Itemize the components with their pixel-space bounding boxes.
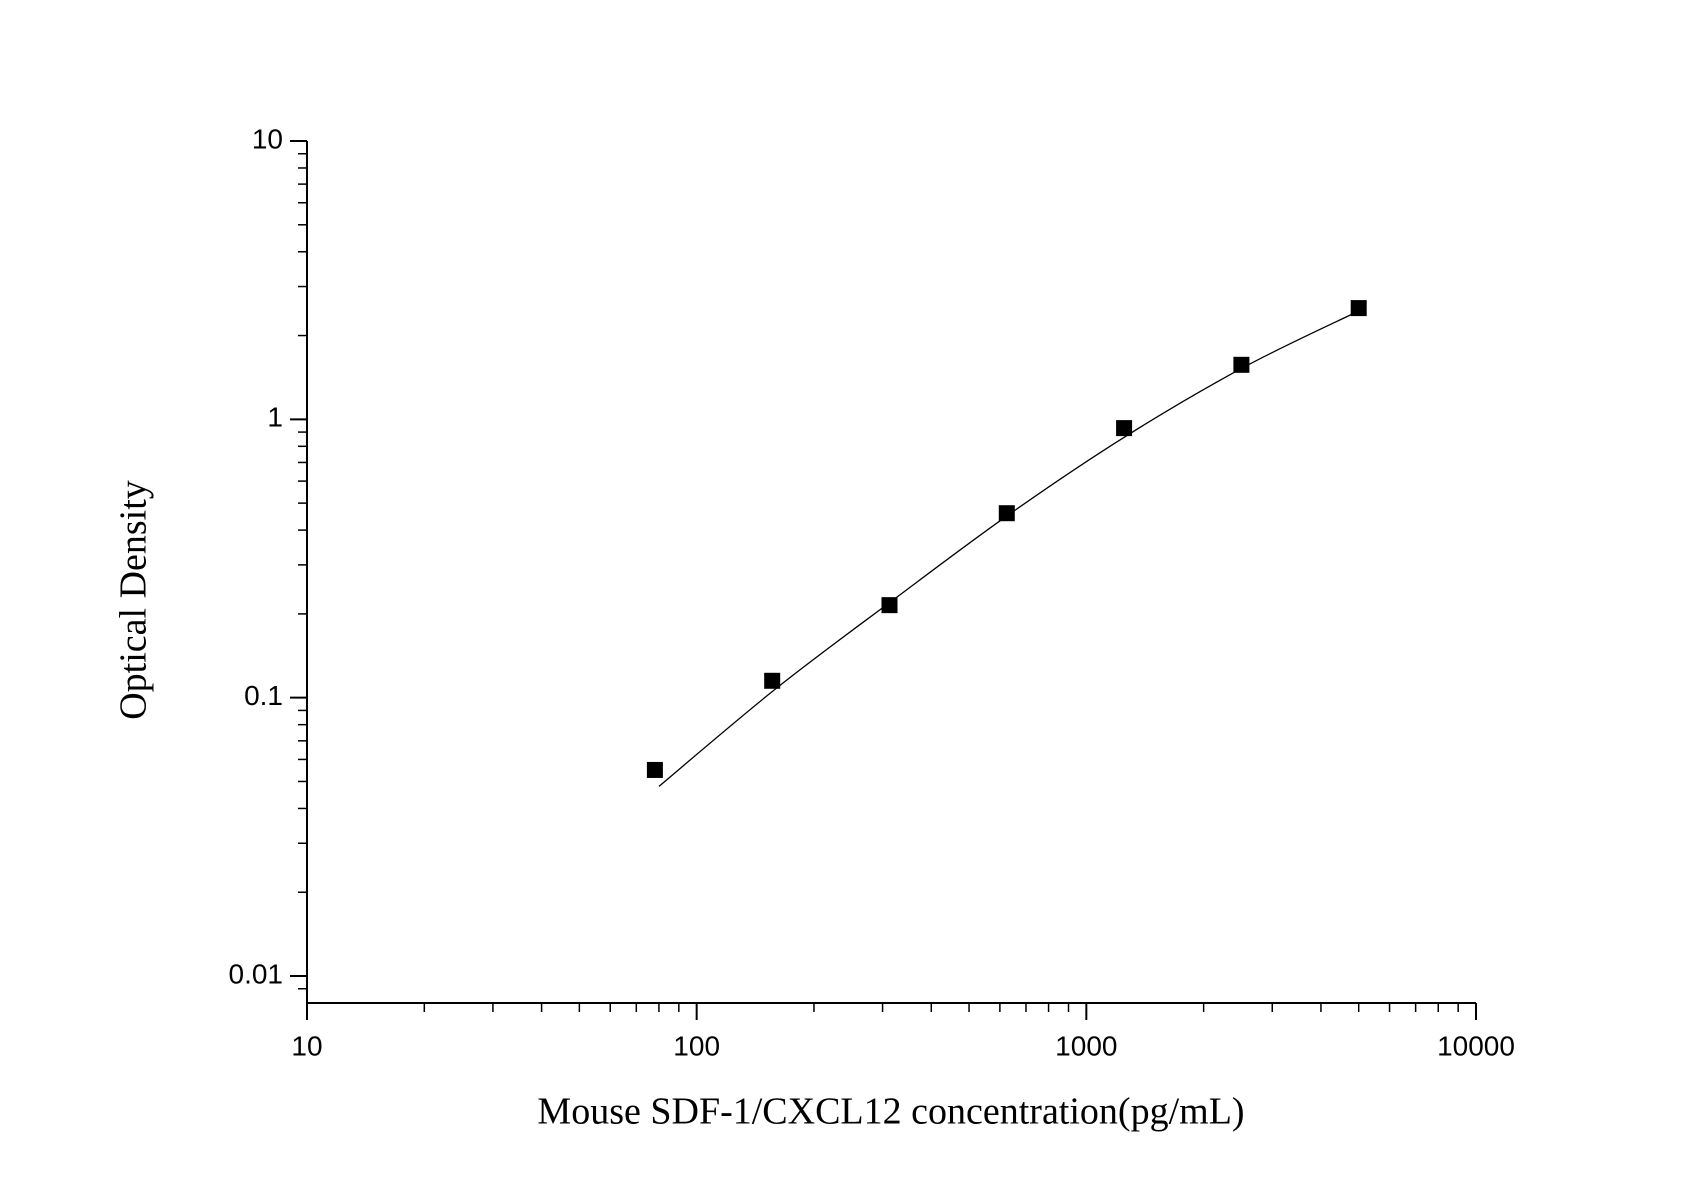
x-tick-label: 10 [291, 1030, 322, 1061]
data-point [998, 505, 1015, 522]
x-tick-label: 1000 [1055, 1030, 1117, 1061]
data-point [1233, 356, 1250, 373]
data-point [764, 672, 781, 689]
x-axis-title: Mouse SDF-1/CXCL12 concentration(pg/mL) [537, 1091, 1244, 1133]
data-point [646, 761, 663, 778]
y-axis-title: Optical Density [113, 480, 155, 720]
x-tick-label: 100 [673, 1030, 720, 1061]
y-tick-label: 0.01 [229, 958, 284, 989]
y-tick-label: 1 [267, 402, 283, 433]
x-tick-label: 10000 [1437, 1030, 1515, 1061]
y-tick-label: 10 [252, 123, 283, 154]
fit-curve [658, 310, 1359, 787]
data-point [1116, 420, 1133, 437]
data-point [1350, 300, 1367, 317]
data-point [881, 597, 898, 614]
y-tick-label: 0.1 [244, 680, 283, 711]
